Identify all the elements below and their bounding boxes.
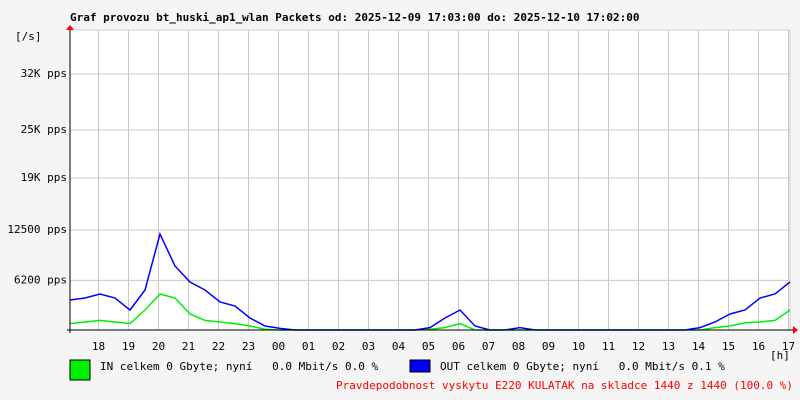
legend: IN celkem 0 Gbyte; nyní 0.0 Mbit/s 0.0 %… xyxy=(69,359,725,381)
x-tick-label: 03 xyxy=(362,340,375,353)
x-tick-label: 23 xyxy=(242,340,255,353)
x-tick-label: 09 xyxy=(542,340,555,353)
legend-label: OUT celkem 0 Gbyte; nyní 0.0 Mbit/s 0.1 … xyxy=(440,360,725,373)
x-tick-label: 17 xyxy=(782,340,795,353)
x-tick-label: 11 xyxy=(602,340,615,353)
legend-swatch xyxy=(409,359,431,373)
legend-swatch xyxy=(69,359,91,381)
x-tick-label: 10 xyxy=(572,340,585,353)
x-tick-label: 12 xyxy=(632,340,645,353)
annotation: Pravdepodobnost vyskytu E220 KULATAK na … xyxy=(336,379,793,392)
x-tick-label: 22 xyxy=(212,340,225,353)
x-tick-label: 13 xyxy=(662,340,675,353)
legend-label: IN celkem 0 Gbyte; nyní 0.0 Mbit/s 0.0 % xyxy=(100,360,379,373)
x-tick-label: 16 xyxy=(752,340,765,353)
y-tick-label: 19K pps xyxy=(21,171,67,184)
y-tick-label: 12500 pps xyxy=(7,223,67,236)
chart-title: Graf provozu bt_huski_ap1_wlan Packets o… xyxy=(70,11,640,24)
x-tick-label: 19 xyxy=(122,340,135,353)
x-tick-label: 20 xyxy=(152,340,165,353)
x-tick-label: 00 xyxy=(272,340,285,353)
x-tick-label: 05 xyxy=(422,340,435,353)
x-tick-label: 21 xyxy=(182,340,195,353)
x-tick-label: 02 xyxy=(332,340,345,353)
x-tick-label: 07 xyxy=(482,340,495,353)
axis-arrow xyxy=(66,25,74,30)
axis-arrow xyxy=(793,326,798,334)
x-tick-label: 15 xyxy=(722,340,735,353)
y-tick-label: 32K pps xyxy=(21,67,67,80)
grid: 6200 pps 12500 pps 19K pps 25K pps 32K pps 18… xyxy=(7,30,795,353)
x-axis-label: [h] xyxy=(770,349,790,362)
x-tick-label: 08 xyxy=(512,340,525,353)
y-tick-label: 25K pps xyxy=(21,123,67,136)
y-axis-label: [/s] xyxy=(15,30,42,43)
y-tick-label: 6200 pps xyxy=(14,273,67,286)
plot-area xyxy=(69,29,791,331)
x-tick-label: 01 xyxy=(302,340,315,353)
x-tick-label: 04 xyxy=(392,340,406,353)
x-tick-label: 14 xyxy=(692,340,706,353)
x-tick-label: 06 xyxy=(452,340,465,353)
x-tick-label: 18 xyxy=(92,340,105,353)
